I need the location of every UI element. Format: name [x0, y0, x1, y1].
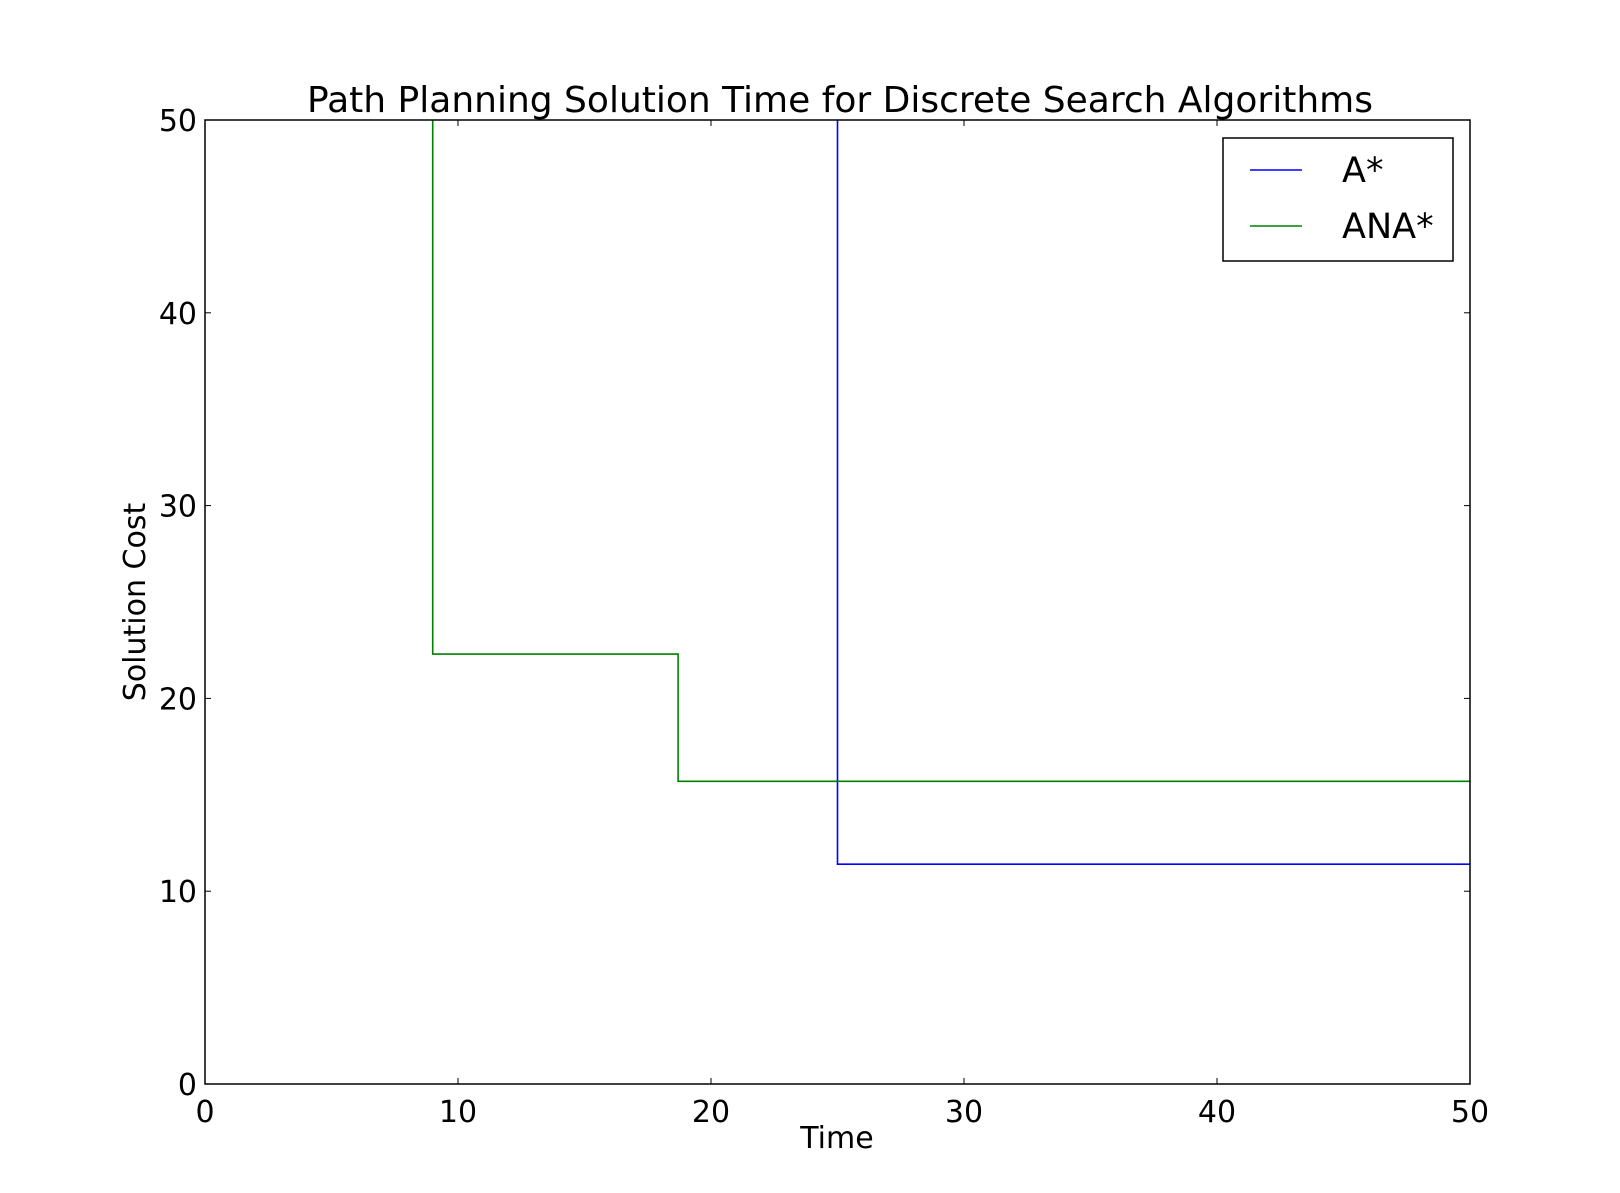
y-tick-label: 40: [159, 297, 197, 332]
legend-label-1: A*: [1342, 151, 1383, 191]
y-tick-label: 20: [159, 682, 197, 717]
x-tick-label: 50: [1451, 1095, 1489, 1130]
x-tick-label: 20: [692, 1095, 730, 1130]
series-layer: [431, 120, 1470, 866]
plot-area: 0 10 20 30 40 50 0 10 20 30 40 50: [159, 104, 1489, 1130]
series-line-1: [836, 120, 1470, 866]
y-axis-label: Solution Cost: [118, 503, 153, 702]
x-tick-label: 10: [439, 1095, 477, 1130]
x-tick-label: 0: [195, 1095, 214, 1130]
legend-label-2: ANA*: [1342, 207, 1434, 247]
legend: A* ANA*: [1222, 137, 1454, 262]
chart-title: Path Planning Solution Time for Discrete…: [307, 80, 1373, 121]
y-tick-label: 10: [159, 875, 197, 910]
legend-box: [1222, 137, 1454, 262]
x-tick-label: 30: [945, 1095, 983, 1130]
series-line-2: [431, 120, 1470, 783]
y-tick-label: 30: [159, 490, 197, 525]
y-tick-label: 0: [178, 1068, 197, 1103]
y-tick-label: 50: [159, 104, 197, 139]
x-axis-label: Time: [799, 1121, 873, 1156]
x-tick-label: 40: [1198, 1095, 1236, 1130]
plot-frame: [204, 119, 1471, 1085]
tick-layer: 0 10 20 30 40 50 0 10 20 30 40 50: [159, 104, 1489, 1130]
legend-entries: A* ANA*: [1250, 151, 1434, 247]
